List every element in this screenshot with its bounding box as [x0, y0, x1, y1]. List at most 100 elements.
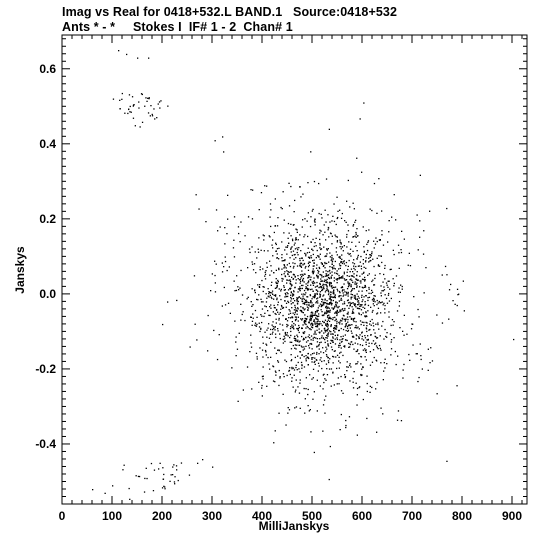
data-point [270, 307, 272, 309]
data-point [278, 349, 280, 351]
data-point [345, 294, 347, 296]
data-point [226, 269, 228, 272]
data-point [266, 266, 268, 268]
data-point [218, 334, 220, 336]
data-point [314, 323, 317, 325]
data-point [274, 295, 277, 297]
data-point [303, 281, 305, 283]
data-point [312, 282, 314, 285]
data-point [316, 338, 319, 340]
data-point [336, 196, 338, 198]
data-point [336, 311, 338, 313]
data-point [267, 250, 269, 252]
data-point [363, 251, 365, 253]
data-point [365, 257, 367, 259]
data-point [326, 334, 328, 337]
data-point [297, 328, 299, 330]
data-point [285, 306, 287, 308]
data-point [355, 382, 357, 384]
data-point [408, 252, 410, 254]
data-point [144, 105, 146, 107]
data-point [336, 302, 338, 304]
data-point [368, 286, 370, 289]
data-point [365, 315, 367, 317]
data-point [321, 262, 323, 265]
data-point [357, 301, 359, 303]
data-point [162, 323, 164, 326]
data-point [252, 317, 254, 319]
data-point [290, 291, 292, 293]
data-point [346, 236, 348, 238]
data-point [376, 381, 378, 384]
data-point [227, 218, 229, 220]
data-point [260, 298, 262, 300]
data-point [301, 318, 304, 320]
data-point [340, 248, 342, 250]
data-point [316, 351, 318, 354]
data-point [315, 302, 317, 304]
data-point [316, 321, 318, 323]
data-point [322, 284, 324, 287]
data-point [344, 376, 347, 378]
data-point [258, 286, 261, 288]
data-point [370, 255, 372, 257]
data-point [412, 344, 414, 346]
data-point [330, 368, 333, 370]
data-point [362, 259, 364, 261]
data-point [273, 307, 276, 309]
data-point [346, 325, 348, 327]
data-point [269, 274, 271, 276]
data-point [356, 282, 358, 284]
data-point [331, 258, 333, 260]
data-point [293, 291, 295, 293]
data-point [308, 276, 310, 278]
data-point [315, 317, 317, 319]
data-point [362, 226, 364, 228]
data-point [290, 185, 292, 188]
data-point [356, 404, 358, 406]
data-point [345, 322, 348, 325]
data-point [161, 487, 164, 489]
data-point [323, 314, 325, 316]
data-point [371, 280, 373, 283]
data-point [326, 329, 329, 331]
data-point [343, 294, 345, 296]
data-point [295, 339, 297, 341]
data-point [415, 353, 417, 355]
data-point [287, 300, 289, 302]
data-point [307, 235, 309, 238]
data-point [361, 278, 364, 280]
data-point [371, 209, 373, 212]
data-point [316, 318, 318, 320]
data-point [289, 279, 291, 281]
data-point [306, 357, 308, 359]
data-point [326, 355, 328, 357]
data-point [285, 302, 288, 304]
data-point [327, 289, 329, 291]
data-point [297, 297, 299, 300]
plot-frame [61, 34, 528, 505]
data-point [349, 253, 351, 255]
data-point [313, 319, 315, 321]
data-point [312, 272, 314, 275]
data-point [323, 304, 325, 306]
data-point [268, 291, 270, 293]
data-point [513, 338, 515, 341]
data-point [251, 320, 254, 322]
data-point [393, 194, 395, 196]
data-point [284, 333, 286, 335]
data-point [300, 297, 302, 299]
data-point [259, 269, 261, 271]
data-point [345, 426, 347, 429]
data-point [337, 311, 339, 313]
data-point [307, 262, 310, 264]
data-point [321, 280, 323, 282]
data-point [262, 375, 264, 377]
data-point [306, 287, 308, 289]
data-point [300, 257, 303, 259]
data-point [338, 276, 340, 279]
data-point [396, 419, 399, 421]
data-point [128, 487, 130, 490]
data-point [277, 361, 280, 363]
data-point [377, 322, 379, 324]
